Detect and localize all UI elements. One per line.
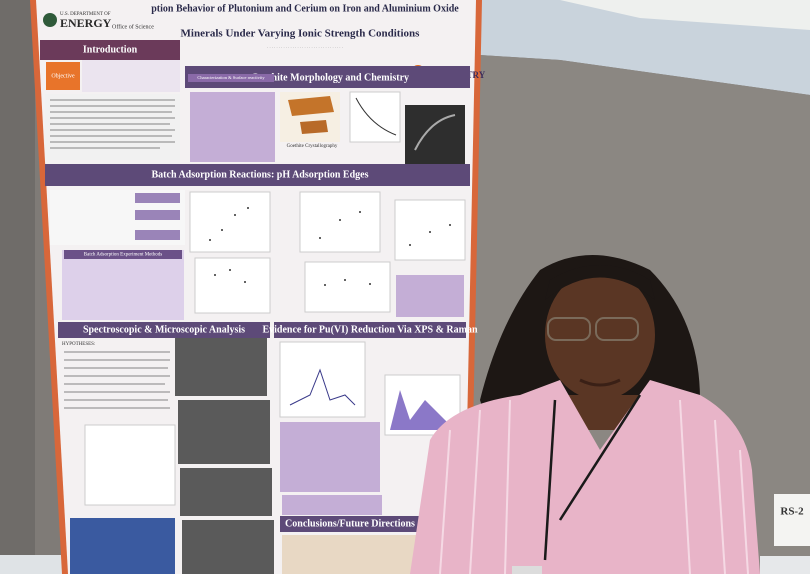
section-header <box>185 66 470 88</box>
table-right <box>760 556 810 574</box>
poster-title: Minerals Under Varying Ionic Strength Co… <box>181 28 421 40</box>
methods-box <box>62 250 184 320</box>
text-lines <box>50 99 175 149</box>
characterization-box <box>190 92 275 162</box>
section-title: Conclusions/Future Directions <box>285 518 415 529</box>
figure-caption: Goethite Crystallography <box>287 144 338 149</box>
note-box <box>282 495 382 515</box>
chart-figure <box>349 91 401 143</box>
sem-images <box>175 338 274 574</box>
sem-image <box>405 105 465 165</box>
crystal-figure <box>280 92 340 142</box>
agency: U.S. DEPARTMENT OF <box>60 12 111 17</box>
conclusions-box <box>282 535 422 574</box>
table <box>0 555 70 574</box>
methods-title: Batch Adsorption Experiment Methods <box>84 253 163 258</box>
text-lines <box>64 351 170 409</box>
intro-text <box>45 94 180 160</box>
ceiling-light <box>560 0 810 30</box>
section-title: Spectroscopic & Microscopic Analysis <box>83 324 245 335</box>
agency-name: ENERGY <box>60 16 112 30</box>
objective-box <box>46 62 80 90</box>
raman-area <box>390 390 455 430</box>
hypotheses: HYPOTHESES: <box>62 342 95 347</box>
sem-detail <box>414 114 456 151</box>
sign-label: RS-2 <box>780 506 804 518</box>
objective-label: Objective <box>51 73 75 79</box>
summary-box <box>396 275 464 317</box>
section-title: Batch Adsorption Reactions: pH Adsorptio… <box>152 169 369 180</box>
section-title: Evidence for Pu(VI) Reduction Via XPS & … <box>262 324 478 335</box>
section-header <box>274 322 466 338</box>
subheader <box>188 74 274 82</box>
plot-panels <box>189 191 466 314</box>
data-points <box>209 207 451 286</box>
authors: · · · · · · · · · · · · · · · · · · · · … <box>267 45 343 50</box>
section-header <box>280 516 420 532</box>
section-header <box>40 40 180 60</box>
office: Office of Science <box>112 23 154 30</box>
objective-text <box>82 60 180 92</box>
wall-left <box>0 0 35 574</box>
xps-plot <box>279 341 366 418</box>
comparison-box <box>280 422 380 492</box>
poster-title: ption Behavior of Plutonium and Cerium o… <box>151 3 459 14</box>
map-image <box>70 518 175 574</box>
section-header <box>58 322 270 338</box>
doe-logo <box>43 13 57 27</box>
curve <box>355 97 397 136</box>
person <box>410 255 760 574</box>
methods-header <box>64 250 182 259</box>
subheader-text: Characterization & Surface reactivity <box>197 75 265 80</box>
section-title: Introduction <box>83 44 138 55</box>
sign <box>774 494 810 546</box>
flow-boxes <box>135 193 180 240</box>
section-title: Goethite Morphology and Chemistry <box>251 72 409 83</box>
xps-curve <box>289 368 356 406</box>
section-header <box>45 164 470 186</box>
spectrum <box>84 424 176 506</box>
